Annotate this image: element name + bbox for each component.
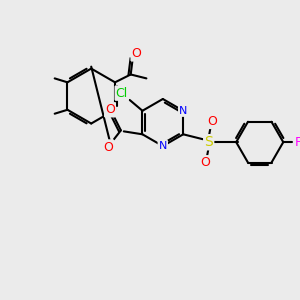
Text: O: O <box>200 156 210 169</box>
Text: O: O <box>103 141 113 154</box>
Text: O: O <box>200 156 210 169</box>
Text: O: O <box>105 103 115 116</box>
Text: O: O <box>208 115 218 128</box>
Text: N: N <box>179 106 188 116</box>
Text: S: S <box>204 135 213 149</box>
Text: F: F <box>294 136 300 149</box>
Text: Cl: Cl <box>116 87 128 100</box>
Text: N: N <box>179 106 188 116</box>
Text: O: O <box>105 103 115 116</box>
Text: O: O <box>103 141 113 154</box>
Text: S: S <box>204 135 213 149</box>
Text: O: O <box>132 47 142 60</box>
Text: O: O <box>208 115 218 128</box>
Text: Cl: Cl <box>116 87 128 100</box>
Text: N: N <box>159 141 167 151</box>
Text: O: O <box>132 47 142 60</box>
Text: N: N <box>159 141 167 151</box>
Text: F: F <box>294 136 300 149</box>
